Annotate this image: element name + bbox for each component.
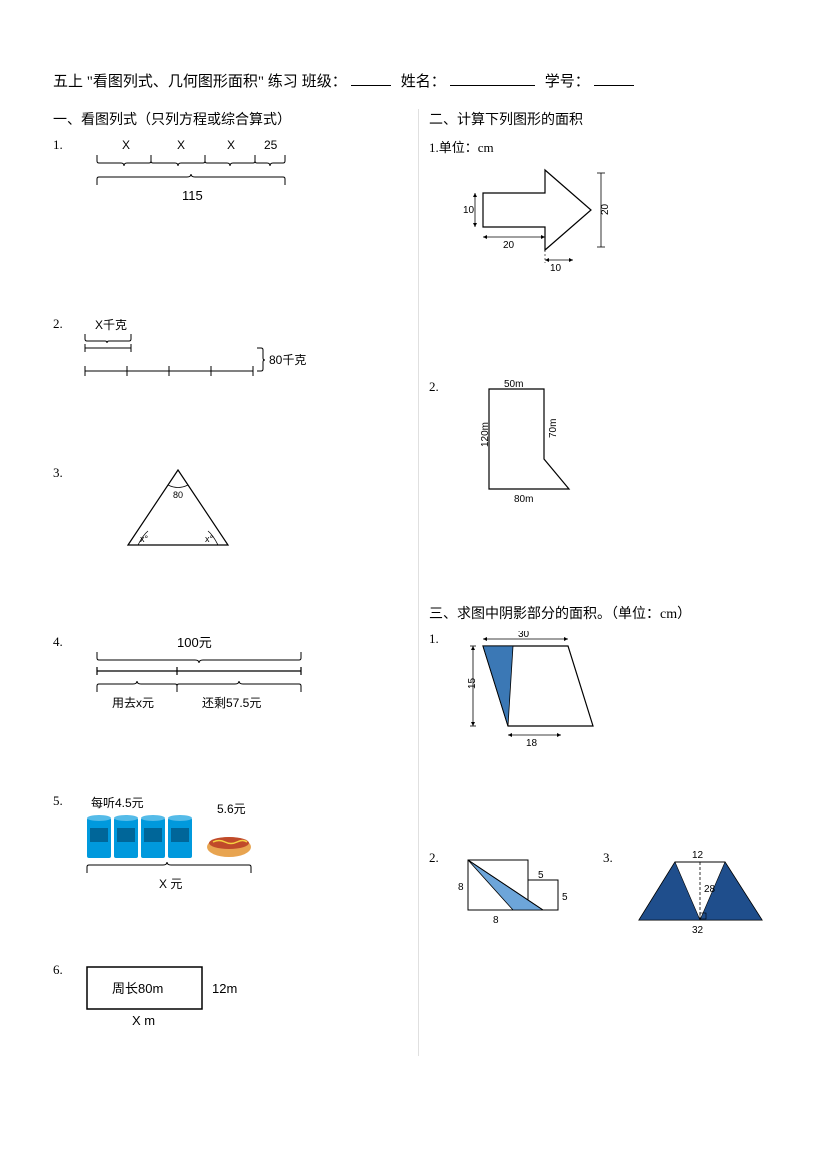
p3-num: 3. (53, 465, 63, 481)
p5-num: 5. (53, 793, 63, 809)
p6-perim: 周长80m (112, 981, 163, 996)
rp2-70: 70m (548, 419, 559, 438)
section1-title: 一、看图列式（只列方程或综合算式） (53, 109, 418, 129)
id-blank (594, 72, 634, 86)
rp3a-15: 15 (467, 677, 478, 689)
p3-80: 80 (173, 490, 183, 500)
worksheet-header: 五上 "看图列式、几何图形面积" 练习 班级： 姓名： 学号： (53, 70, 773, 91)
title: 五上 "看图列式、几何图形面积" 练习 (53, 70, 298, 91)
rp3a-18: 18 (526, 738, 538, 749)
rp1-diagram: 10 20 20 10 (453, 155, 633, 275)
p3-diagram: 80 x° x° (113, 465, 243, 555)
left-p4: 4. 100元 用去x元 还剩57.5元 (53, 634, 418, 714)
right-p2: 2. 50m 120m 70m 80m (429, 379, 773, 509)
left-p3: 3. 80 x° x° (53, 465, 418, 555)
left-p1: 1. X X X 25 115 (53, 137, 418, 207)
p1-diagram: X X X 25 115 (77, 137, 307, 207)
p5-price1: 每听4.5元 (91, 795, 144, 810)
rp3c-diagram: 12 28 32 (627, 850, 777, 940)
rp1-20l: 20 (503, 240, 515, 251)
rp2-50: 50m (504, 379, 523, 390)
p2-diagram: X千克 80千克 (77, 316, 317, 386)
rp3a-num: 1. (429, 631, 439, 647)
rp1-10: 10 (463, 205, 475, 216)
right-p3a: 1. 30 15 (429, 631, 773, 751)
rp2-num: 2. (429, 379, 439, 395)
p1-115: 115 (182, 188, 203, 203)
p4-100: 100元 (177, 635, 212, 650)
left-p2: 2. X千克 80千克 (53, 316, 418, 386)
rp3b-8l: 8 (458, 882, 464, 893)
rp2-120: 120m (480, 422, 491, 447)
right-p1: 1.单位：cm 10 20 20 (429, 137, 773, 275)
p5-diagram: 每听4.5元 5.6元 (77, 793, 297, 893)
p2-xkg: X千克 (95, 318, 127, 332)
rp3b-diagram: 8 8 5 5 (453, 850, 583, 940)
class-label: 班级： (302, 70, 347, 91)
p5-price2: 5.6元 (217, 802, 246, 816)
p4-spent: 用去x元 (112, 696, 154, 710)
rp3a-30: 30 (518, 631, 530, 640)
rp3b-5r: 5 (562, 892, 568, 903)
p1-num: 1. (53, 137, 63, 153)
p2-80kg: 80千克 (269, 353, 306, 367)
p1-x2: X (177, 138, 185, 152)
right-p3c: 3. 12 28 32 (603, 850, 777, 940)
name-label: 姓名： (401, 70, 446, 91)
left-p6: 6. 周长80m 12m X m (53, 962, 418, 1032)
rp3c-28: 28 (704, 884, 716, 895)
p3-x2: x° (205, 534, 214, 544)
rp2-diagram: 50m 120m 70m 80m (469, 379, 609, 509)
left-column: 一、看图列式（只列方程或综合算式） 1. X X X 25 (53, 109, 418, 1056)
p1-x1: X (122, 138, 130, 152)
left-p5: 5. 每听4.5元 5.6元 (53, 793, 418, 893)
rp3b-num: 2. (429, 850, 439, 866)
p6-12m: 12m (212, 981, 237, 996)
p3-x1: x° (140, 534, 149, 544)
rp3c-num: 3. (603, 850, 613, 866)
p4-remain: 还剩57.5元 (202, 696, 261, 710)
class-blank (351, 72, 391, 86)
right-p3b: 2. 8 8 5 5 (429, 850, 583, 940)
p1-x3: X (227, 138, 235, 152)
p4-num: 4. (53, 634, 63, 650)
rp1-10b: 10 (550, 263, 562, 274)
p6-xm: X m (132, 1013, 155, 1028)
p5-xyuan: X 元 (159, 877, 182, 891)
rp1-num: 1.单位：cm (429, 137, 494, 156)
p1-25: 25 (264, 138, 278, 152)
p6-num: 6. (53, 962, 63, 978)
name-blank (450, 72, 535, 86)
section3-title: 三、求图中阴影部分的面积。（单位：cm） (429, 603, 773, 623)
p2-num: 2. (53, 316, 63, 332)
columns: 一、看图列式（只列方程或综合算式） 1. X X X 25 (53, 109, 773, 1056)
rp3c-32: 32 (692, 925, 704, 936)
rp3b-5s: 5 (538, 870, 544, 881)
rp1-20r: 20 (600, 203, 611, 215)
p4-diagram: 100元 用去x元 还剩57.5元 (77, 634, 337, 714)
rp2-80: 80m (514, 494, 533, 505)
right-column: 二、计算下列图形的面积 1.单位：cm 10 20 (418, 109, 773, 1056)
id-label: 学号： (545, 70, 590, 91)
rp3b-8b: 8 (493, 915, 499, 926)
rp3a-diagram: 30 15 18 (453, 631, 613, 751)
rp3c-12: 12 (692, 850, 704, 861)
section2-title: 二、计算下列图形的面积 (429, 109, 773, 129)
p6-diagram: 周长80m 12m X m (77, 962, 277, 1032)
